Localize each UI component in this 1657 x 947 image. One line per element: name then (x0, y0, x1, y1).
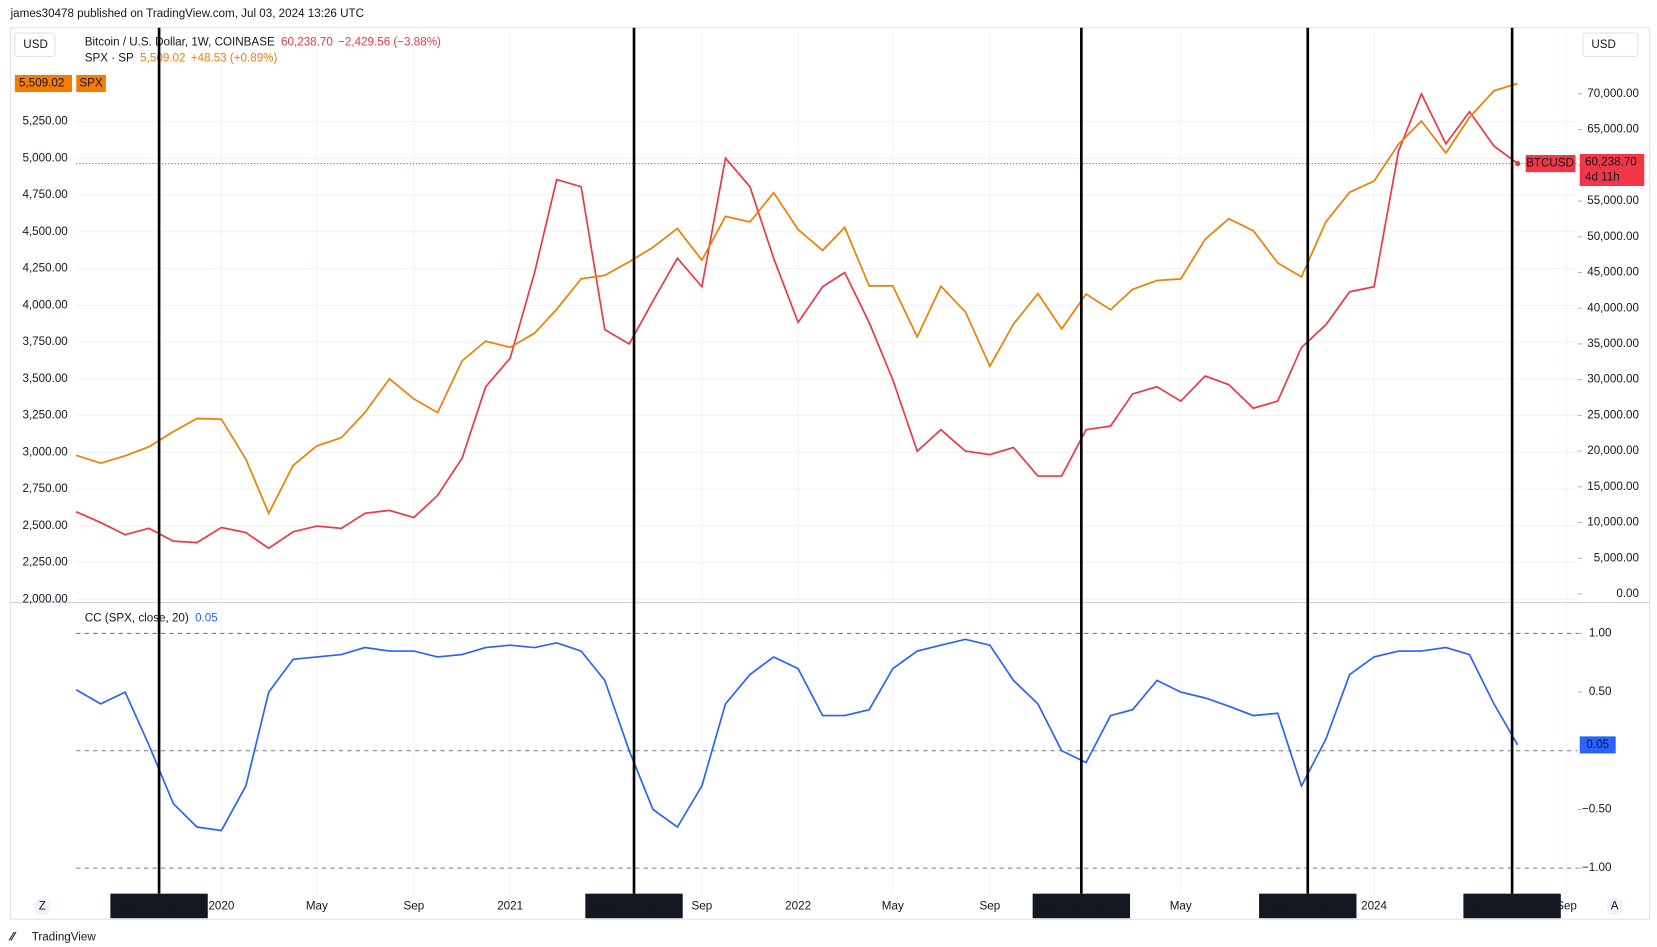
x-tick-label: Sep (1556, 900, 1577, 913)
symbol-tag: BTCUSD (1526, 157, 1574, 170)
y2-tick-label: 50,000.00 (1587, 230, 1639, 243)
y2-tick-label: 35,000.00 (1587, 337, 1639, 350)
legend-value: 5,509.02 (140, 52, 185, 65)
chart-frame (10, 27, 1651, 920)
event-label-bg (585, 893, 683, 919)
x-tick-label: 2022 (785, 900, 811, 913)
currency-button[interactable] (14, 32, 56, 58)
y-tick-label: 2,250.00 (22, 556, 68, 569)
x-tick-label: May (882, 900, 904, 913)
legend-change: −2,429.56 (−3.88%) (338, 36, 441, 49)
y-tick-label: 4,750.00 (22, 188, 68, 201)
zoom-label[interactable]: Z (39, 900, 46, 913)
y2-tick-label: 30,000.00 (1587, 373, 1639, 386)
auto-button[interactable] (1606, 897, 1624, 916)
y2-tick-label: 10,000.00 (1587, 516, 1639, 529)
x-tick-label: May (1170, 900, 1192, 913)
y-tick-label: 3,250.00 (22, 409, 68, 422)
auto-label[interactable]: A (1611, 900, 1619, 913)
y-tick-label: 2,000.00 (22, 592, 68, 605)
y2-tick-label: 40,000.00 (1587, 301, 1639, 314)
event-label: Mon 09 Oct '23 (1267, 900, 1349, 913)
event-label: Mon 26 Dec '22 (1040, 900, 1124, 913)
y-tick-label: 3,500.00 (22, 372, 68, 385)
y2-tick-label: 70,000.00 (1587, 87, 1639, 100)
event-label-bg (1032, 893, 1131, 919)
y-tick-label: 4,250.00 (22, 262, 68, 275)
y-tick-label: 4,500.00 (22, 225, 68, 238)
legend-entry: Bitcoin / U.S. Dollar, 1W, COINBASE 60,23… (85, 36, 441, 49)
y-tick-label: 5,000.00 (22, 151, 68, 164)
brand: TradingView (32, 930, 97, 943)
x-tick-label: 2020 (208, 900, 234, 913)
symbol-tag-bg (1525, 155, 1576, 173)
legend-value: 60,238.70 (281, 36, 333, 49)
value-tag: 0.05 (1586, 738, 1609, 751)
y2-tick-label: 65,000.00 (1587, 123, 1639, 136)
series-line (75, 82, 1518, 516)
y-tick-label: 4,000.00 (22, 298, 68, 311)
x-tick-label: 2024 (1361, 900, 1387, 913)
left-currency[interactable]: USD (23, 38, 48, 51)
y2-tick-label: 15,000.00 (1587, 480, 1639, 493)
legend-entry: CC (SPX, close, 20) 0.05 (85, 612, 218, 625)
price-tag: 60,238.70 (1585, 156, 1637, 169)
x-tick-label: Sep (692, 900, 713, 913)
event-label-bg (110, 893, 208, 919)
legend-name: SPX · SP (85, 52, 134, 65)
y2-tick-label: 0.00 (1616, 587, 1639, 600)
legend-entry: SPX · SP 5,509.02 +48.53 (+0.89%) (85, 52, 278, 65)
symbol-tag: SPX (79, 77, 102, 90)
legend-name: CC (SPX, close, 20) (85, 612, 189, 625)
y-tick-label: 2,750.00 (22, 482, 68, 495)
event-label: Mon 14 Oct '19 (118, 900, 200, 913)
y2-tick-label: 20,000.00 (1587, 444, 1639, 457)
event-label-bg (1259, 893, 1357, 919)
legend-name: Bitcoin / U.S. Dollar, 1W, COINBASE (85, 36, 275, 49)
price-tag-bg (1579, 153, 1645, 186)
price-tag-bg (14, 74, 72, 93)
event-label: Mon 07 Jun '21 (593, 900, 676, 913)
right-currency[interactable]: USD (1591, 38, 1616, 51)
legend-change: +48.53 (+0.89%) (191, 52, 278, 65)
x-tick-label: May (306, 900, 328, 913)
y-tick-label: 3,750.00 (22, 335, 68, 348)
x-tick-label: Sep (404, 900, 425, 913)
x-tick-label: 2021 (497, 900, 523, 913)
x-tick-label: Sep (979, 900, 1000, 913)
y-tick-label: 2,500.00 (22, 519, 68, 532)
symbol-tag-bg (76, 74, 106, 93)
series-line (75, 91, 1519, 550)
y2-tick-label: 55,000.00 (1587, 194, 1639, 207)
zoom-button[interactable] (33, 897, 51, 916)
y-tick-label: 1.00 (1589, 626, 1612, 639)
legend-value: 0.05 (195, 612, 218, 625)
y2-tick-label: 5,000.00 (1594, 551, 1640, 564)
y-tick-label: −1.00 (1582, 861, 1612, 874)
y-tick-label: 5,250.00 (22, 115, 68, 128)
y-tick-label: 0.50 (1589, 685, 1612, 698)
series-line (75, 638, 1519, 832)
y2-tick-label: 25,000.00 (1587, 408, 1639, 421)
currency-button[interactable] (1582, 32, 1639, 58)
price-tag: 5,509.02 (19, 77, 64, 90)
event-label-bg (1463, 893, 1561, 919)
value-tag-bg (1579, 736, 1616, 754)
publisher-line: james30478 published on TradingView.com,… (10, 7, 364, 20)
countdown-tag: 4d 11h (1585, 171, 1620, 184)
brand-logo: ⁄⁄ (8, 930, 18, 943)
y-tick-label: −0.50 (1582, 802, 1612, 815)
y-tick-label: 3,000.00 (22, 445, 68, 458)
y2-tick-label: 45,000.00 (1587, 266, 1639, 279)
event-label: Mon 24 Jun '24 (1471, 900, 1554, 913)
last-price-dot (1514, 160, 1521, 167)
